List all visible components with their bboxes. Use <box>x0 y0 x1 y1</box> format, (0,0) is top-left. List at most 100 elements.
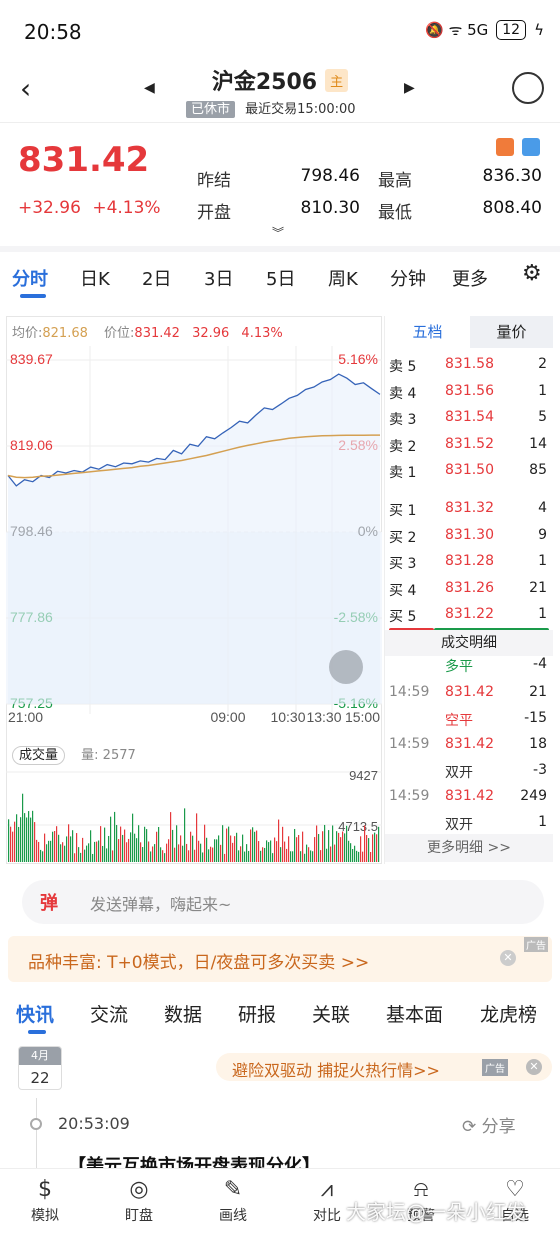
next-contract-icon[interactable]: ▶ <box>404 80 415 96</box>
prev-contract-icon[interactable]: ◀ <box>144 80 155 96</box>
volume-bar <box>116 824 118 862</box>
refresh-icon[interactable] <box>512 72 544 104</box>
back-button[interactable]: ‹ <box>20 72 32 105</box>
tab-5day[interactable]: 5日 <box>266 269 296 290</box>
tab-3day[interactable]: 3日 <box>204 269 234 290</box>
tab-minute[interactable]: 分钟 <box>390 269 426 290</box>
more-trades-link[interactable]: 更多明细 >> <box>385 834 553 862</box>
prev-settle-label: 昨结 <box>197 171 231 191</box>
close-icon[interactable]: ✕ <box>526 1059 542 1075</box>
change-value: +32.96 <box>18 198 81 218</box>
pct-value: 4.13% <box>241 326 283 341</box>
volume-bar <box>136 838 138 862</box>
volume-mid-label: 4713.5 <box>338 819 378 834</box>
volume-bar <box>176 825 178 862</box>
trade-time: 14:59 <box>389 684 430 700</box>
trade-price: 831.42 <box>445 684 494 700</box>
volume-bar <box>126 842 128 862</box>
volume-bar <box>358 851 360 862</box>
intraday-chart[interactable]: 均价:821.68 价位:831.42 32.96 4.13% 839.67 81… <box>6 316 382 864</box>
promo-banner[interactable]: 品种丰富: T+0模式，日/夜盘可多次买卖 >> 广告 ✕ <box>8 936 552 982</box>
level-label: 卖 1 <box>389 465 417 481</box>
nav-draw[interactable]: ✎ 画线 <box>198 1175 268 1225</box>
volume-bar <box>100 826 102 862</box>
volume-bar <box>16 814 18 862</box>
tab-weekly-k[interactable]: 周K <box>328 269 358 290</box>
volume-bar <box>262 847 264 862</box>
nav-watch[interactable]: ◎ 盯盘 <box>104 1175 174 1225</box>
volume-bar <box>50 840 52 862</box>
expand-chevron-icon[interactable]: ︾ <box>272 226 285 240</box>
volume-bar <box>172 829 174 862</box>
volume-bar <box>90 830 92 862</box>
news-ad-banner[interactable]: 避险双驱动 捕捉火热行情>> 广告 ✕ <box>216 1053 552 1081</box>
volume-bar <box>66 836 68 862</box>
tab-five-levels[interactable]: 五档 <box>385 316 470 348</box>
volume-bar <box>372 834 374 862</box>
price-line <box>7 373 381 487</box>
level-label: 买 5 <box>389 609 417 625</box>
tab-fundamentals[interactable]: 基本面 <box>386 1004 444 1026</box>
status-icons-text: 🔕 ᯤ 5G <box>425 21 489 39</box>
volume-bar <box>318 834 320 862</box>
volume-bar <box>86 845 88 862</box>
volume-bar <box>68 824 70 862</box>
low-label: 最低 <box>378 203 412 223</box>
tab-research[interactable]: 研报 <box>238 1004 277 1026</box>
volume-bar <box>314 837 316 862</box>
tab-more[interactable]: 更多 <box>452 269 488 290</box>
volume-bar <box>232 842 234 862</box>
nav-alert[interactable]: ⍾ 预警 <box>386 1175 456 1225</box>
volume-bar <box>294 828 296 862</box>
nav-favorites[interactable]: ♡ 自选 <box>480 1175 550 1225</box>
tab-discussion[interactable]: 交流 <box>90 1004 129 1026</box>
volume-bar <box>322 831 324 862</box>
nav-label: 模拟 <box>31 1208 59 1224</box>
divider <box>0 122 560 123</box>
volume-bar <box>184 808 186 862</box>
tab-data[interactable]: 数据 <box>164 1004 203 1026</box>
volume-bar <box>110 816 112 862</box>
share-label: 分享 <box>481 1117 516 1137</box>
volume-bar <box>118 839 120 862</box>
tab-flash-news[interactable]: 快讯 <box>16 1004 55 1026</box>
volume-header: 成交量 量: 2577 <box>12 744 136 765</box>
tab-volume-price[interactable]: 量价 <box>470 316 553 348</box>
share-button[interactable]: ⟳ 分享 <box>462 1112 516 1137</box>
level-price: 831.50 <box>445 462 494 478</box>
clock-blue-icon[interactable] <box>522 138 540 156</box>
orderbook-row: 卖 1 831.50 85 <box>385 462 553 488</box>
period-tabs: 分时 日K 2日 3日 5日 周K 分钟 更多 ⚙ <box>0 252 560 302</box>
expand-icon <box>329 650 363 684</box>
tab-dragon-tiger[interactable]: 龙虎榜 <box>480 1004 538 1026</box>
trade-row: 14:59 831.42 249 双开 1 <box>385 788 553 840</box>
volume-bar <box>84 849 86 862</box>
volume-bar <box>14 821 16 862</box>
volume-selector[interactable]: 成交量 <box>12 746 66 765</box>
volume-bar <box>308 847 310 862</box>
gear-icon[interactable]: ⚙ <box>522 261 542 286</box>
close-icon[interactable]: ✕ <box>500 950 516 966</box>
volume-bar <box>350 843 352 862</box>
volume-bar <box>192 835 194 862</box>
volume-bar <box>330 846 332 862</box>
volume-bar <box>284 841 286 862</box>
volume-bar <box>368 838 370 862</box>
orderbook-row: 买 5 831.22 1 <box>385 606 553 632</box>
danmu-input[interactable]: 弹 发送弹幕，嗨起来~ <box>22 880 544 924</box>
y-axis-right-label: 5.16% <box>338 351 378 367</box>
nav-simulate[interactable]: $ 模拟 <box>10 1175 80 1225</box>
share-orange-icon[interactable] <box>496 138 514 156</box>
chart-legend: 均价:821.68 价位:831.42 32.96 4.13% <box>12 322 283 341</box>
tab-intraday[interactable]: 分时 <box>12 269 48 290</box>
tab-daily-k[interactable]: 日K <box>80 269 110 290</box>
volume-bar <box>338 832 340 862</box>
tab-2day[interactable]: 2日 <box>142 269 172 290</box>
volume-bar <box>174 847 176 862</box>
level-volume: 9 <box>538 526 547 543</box>
news-ad-text: 避险双驱动 捕捉火热行情>> <box>232 1061 440 1080</box>
level-price: 831.26 <box>445 579 494 596</box>
x-axis-label: 15:00 <box>345 709 380 725</box>
nav-compare[interactable]: ⩘ 对比 <box>292 1175 362 1225</box>
tab-related[interactable]: 关联 <box>312 1004 351 1026</box>
